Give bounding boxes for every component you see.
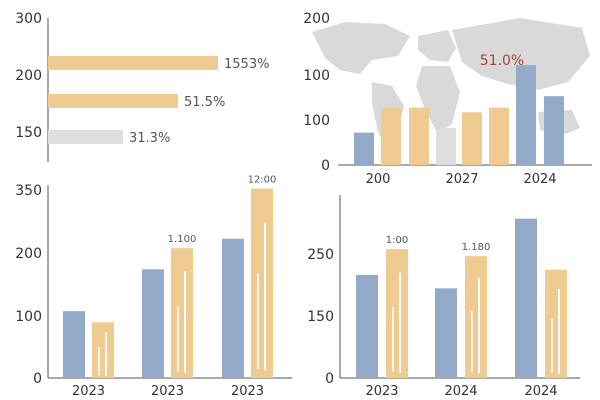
bar bbox=[544, 96, 564, 165]
bar bbox=[381, 107, 401, 165]
y-tick-label: 100 bbox=[15, 309, 42, 325]
x-tick-label: 2023 bbox=[365, 384, 398, 399]
bar-highlight bbox=[184, 271, 186, 373]
bar bbox=[516, 65, 536, 165]
x-tick-label: 2024 bbox=[444, 384, 477, 399]
bar-highlight bbox=[478, 278, 480, 374]
bar-highlight bbox=[471, 310, 473, 372]
bar-highlight bbox=[257, 273, 259, 369]
x-tick-label: 2027 bbox=[445, 172, 478, 187]
y-tick-label: 0 bbox=[325, 371, 334, 387]
bar bbox=[354, 132, 374, 165]
y-tick-label: 0 bbox=[321, 158, 330, 174]
bar bbox=[63, 311, 85, 378]
bar bbox=[251, 188, 273, 378]
bar bbox=[462, 112, 482, 165]
bar bbox=[409, 107, 429, 165]
bar-highlight bbox=[264, 222, 266, 371]
bar bbox=[435, 288, 457, 378]
y-tick-label: 150 bbox=[15, 125, 42, 141]
y-tick-label: 150 bbox=[307, 309, 334, 325]
bar bbox=[222, 238, 244, 378]
bar bbox=[171, 248, 193, 378]
bar-highlight bbox=[399, 272, 401, 373]
annotation: 51.0% bbox=[480, 53, 524, 69]
data-label: 1.180 bbox=[462, 242, 491, 253]
bar bbox=[489, 107, 509, 165]
data-label: 1:00 bbox=[386, 235, 408, 246]
hbar bbox=[48, 56, 218, 70]
hbar bbox=[48, 130, 123, 144]
bar-highlight bbox=[105, 332, 107, 376]
bar bbox=[515, 218, 537, 378]
y-tick-label: 200 bbox=[303, 11, 330, 27]
world-map-background bbox=[312, 18, 590, 148]
bar bbox=[386, 249, 408, 378]
bar bbox=[92, 322, 114, 378]
bar-highlight bbox=[177, 306, 179, 372]
bar bbox=[545, 269, 567, 378]
y-tick-label: 100 bbox=[303, 68, 330, 84]
data-label: 1.100 bbox=[168, 234, 197, 245]
y-tick-label: 250 bbox=[307, 247, 334, 263]
data-label: 51.5% bbox=[184, 95, 225, 110]
y-tick-label: 0 bbox=[33, 371, 42, 387]
bar bbox=[356, 274, 378, 378]
x-tick-label: 2024 bbox=[524, 384, 557, 399]
y-tick-label: 200 bbox=[15, 246, 42, 262]
data-label: 1553% bbox=[224, 57, 269, 72]
bar-highlight bbox=[392, 307, 394, 372]
x-tick-label: 2023 bbox=[231, 384, 264, 399]
bar-highlight bbox=[551, 318, 553, 373]
y-tick-label: 350 bbox=[15, 183, 42, 199]
x-tick-label: 2023 bbox=[151, 384, 184, 399]
hbar bbox=[48, 94, 178, 108]
bar bbox=[436, 127, 456, 165]
data-label: 31.3% bbox=[129, 131, 170, 146]
y-tick-label: 200 bbox=[15, 68, 42, 84]
bar-highlight bbox=[558, 289, 560, 374]
bar bbox=[465, 256, 487, 378]
data-label: 12:00 bbox=[248, 175, 277, 186]
x-tick-label: 2024 bbox=[523, 172, 556, 187]
bar bbox=[142, 269, 164, 378]
y-tick-label: 100 bbox=[303, 113, 330, 129]
bar-highlight bbox=[98, 347, 100, 376]
x-tick-label: 2023 bbox=[72, 384, 105, 399]
x-tick-label: 200 bbox=[366, 172, 391, 187]
y-tick-label: 300 bbox=[15, 11, 42, 27]
